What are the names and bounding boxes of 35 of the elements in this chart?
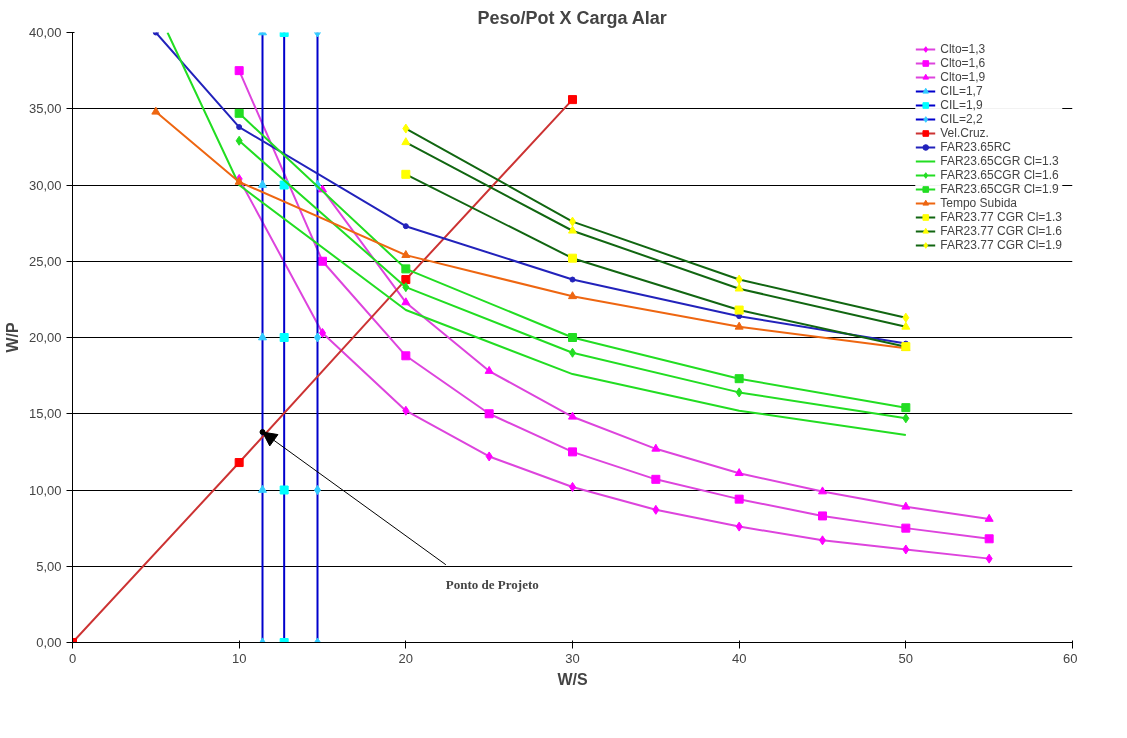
y-tick-label: 35,00 bbox=[28, 101, 62, 117]
x-tick-label: 10 bbox=[231, 650, 247, 666]
x-tick-label: 20 bbox=[398, 650, 414, 666]
legend-label: FAR23.65RC bbox=[940, 140, 1011, 154]
legend-label: Clto=1,6 bbox=[940, 56, 986, 70]
y-tick-label: 5,00 bbox=[36, 558, 62, 574]
legend-label: FAR23.77 CGR Cl=1.6 bbox=[940, 224, 1062, 238]
annotation: Ponto de Projeto bbox=[445, 576, 539, 592]
y-tick-label: 40,00 bbox=[28, 25, 62, 40]
y-axis-title: W/P bbox=[3, 322, 21, 353]
y-tick-label: 25,00 bbox=[28, 253, 62, 269]
legend-label: Clto=1,9 bbox=[940, 70, 986, 84]
y-tick-label: 0,00 bbox=[36, 635, 62, 650]
legend-label: FAR23.65CGR Cl=1.9 bbox=[940, 182, 1059, 196]
y-tick-label: 20,00 bbox=[28, 330, 62, 345]
legend-label: FAR23.77 CGR Cl=1.9 bbox=[940, 238, 1062, 252]
x-tick-label: 50 bbox=[898, 650, 914, 666]
chart-title: Peso/Pot X Carga Alar bbox=[477, 7, 667, 28]
legend-label: FAR23.77 CGR Cl=1.3 bbox=[940, 210, 1062, 224]
x-tick-label: 40 bbox=[731, 650, 747, 666]
y-tick-label: 10,00 bbox=[28, 482, 62, 498]
x-tick-label: 0 bbox=[68, 650, 77, 666]
legend-label: Clto=1,3 bbox=[940, 42, 986, 56]
legend-label: CIL=2,2 bbox=[940, 112, 983, 126]
x-tick-label: 30 bbox=[565, 650, 580, 666]
legend-label: CIL=1,7 bbox=[940, 84, 983, 98]
legend-label: Tempo Subida bbox=[940, 196, 1017, 210]
legend-label: Vel.Cruz. bbox=[940, 126, 989, 140]
legend-label: CIL=1,9 bbox=[940, 98, 983, 112]
x-axis-title: W/S bbox=[557, 670, 588, 688]
x-tick-label: 60 bbox=[1063, 650, 1078, 666]
y-tick-label: 30,00 bbox=[28, 177, 62, 193]
legend-label: FAR23.65CGR Cl=1.6 bbox=[940, 168, 1059, 182]
y-tick-label: 15,00 bbox=[28, 406, 62, 422]
legend-label: FAR23.65CGR Cl=1.3 bbox=[940, 154, 1059, 168]
